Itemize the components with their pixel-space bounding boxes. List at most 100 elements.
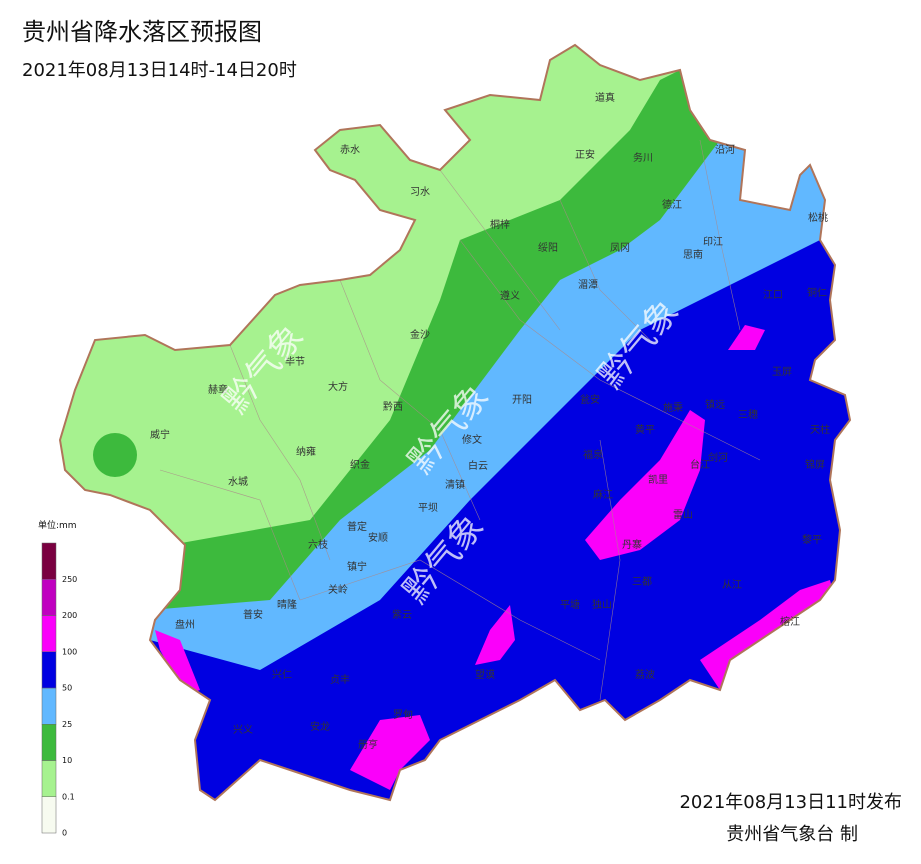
county-label: 江口 bbox=[763, 289, 783, 301]
county-label: 独山 bbox=[592, 598, 612, 611]
legend-level: 200 bbox=[62, 611, 77, 620]
county-label: 榕江 bbox=[780, 615, 800, 628]
county-label: 修文 bbox=[462, 433, 482, 446]
county-label: 沿河 bbox=[715, 144, 735, 156]
zone-heavy-rainstorm bbox=[585, 410, 705, 560]
county-label: 黔西 bbox=[383, 400, 403, 413]
county-label: 从江 bbox=[722, 579, 742, 591]
county-label: 剑河 bbox=[708, 451, 728, 464]
legend-level: 250 bbox=[62, 575, 77, 584]
county-label: 台江 bbox=[690, 458, 710, 471]
legend-level: 100 bbox=[62, 647, 77, 656]
map-title: 贵州省降水落区预报图 bbox=[22, 18, 262, 46]
legend-swatch bbox=[41, 760, 57, 797]
county-label: 紫云 bbox=[392, 609, 412, 621]
county-label: 绥阳 bbox=[538, 242, 558, 254]
county-label: 册亨 bbox=[358, 738, 378, 751]
issue-time: 2021年08月13日11时发布 bbox=[679, 792, 902, 813]
county-label: 普定 bbox=[347, 520, 367, 533]
county-label: 威宁 bbox=[150, 428, 170, 441]
zone-moderate bbox=[93, 433, 137, 477]
county-label: 望谟 bbox=[475, 668, 495, 681]
county-label: 务川 bbox=[633, 151, 653, 164]
county-label: 玉屏 bbox=[772, 366, 792, 378]
county-label: 毕节 bbox=[285, 355, 305, 368]
county-label: 晴隆 bbox=[277, 598, 297, 611]
county-label: 习水 bbox=[410, 186, 430, 198]
county-label: 清镇 bbox=[445, 478, 465, 491]
county-label: 印江 bbox=[703, 236, 723, 248]
legend-unit: 单位:mm bbox=[38, 519, 77, 531]
county-label: 安龙 bbox=[310, 720, 330, 733]
legend-level: 10 bbox=[62, 756, 72, 765]
legend-level: 0.1 bbox=[62, 792, 75, 801]
county-label: 织金 bbox=[350, 458, 370, 471]
county-borders bbox=[159, 139, 761, 701]
legend-swatch bbox=[41, 579, 57, 616]
zone-heavy-rainstorm bbox=[350, 715, 430, 790]
county-label: 铜仁 bbox=[807, 287, 827, 299]
legend-swatch bbox=[41, 724, 57, 761]
county-label: 兴仁 bbox=[272, 669, 292, 681]
county-label: 桐梓 bbox=[490, 218, 510, 231]
legend-level: 50 bbox=[62, 684, 72, 693]
county-label: 天柱 bbox=[810, 423, 830, 436]
county-label: 思南 bbox=[683, 248, 703, 261]
county-label: 麻江 bbox=[593, 488, 613, 501]
county-label: 平坝 bbox=[418, 502, 438, 514]
county-label: 开阳 bbox=[512, 394, 532, 406]
map-subtitle: 2021年08月13日14时-14日20时 bbox=[22, 60, 297, 81]
county-label: 福泉 bbox=[583, 448, 603, 461]
county-label: 白云 bbox=[468, 459, 488, 472]
county-label: 三都 bbox=[632, 576, 652, 588]
legend-swatch bbox=[41, 542, 57, 580]
county-label: 大方 bbox=[328, 380, 348, 393]
legend-swatch bbox=[41, 796, 57, 834]
county-label: 贞丰 bbox=[330, 673, 350, 686]
county-label: 遵义 bbox=[500, 289, 520, 302]
county-label: 镇远 bbox=[705, 398, 725, 411]
county-label: 凤冈 bbox=[610, 242, 630, 254]
county-label: 兴义 bbox=[233, 724, 253, 736]
county-label: 安顺 bbox=[368, 531, 388, 544]
legend: 0 0.1 10 25 50 100 200 250 bbox=[41, 542, 77, 838]
county-label: 湄潭 bbox=[578, 279, 598, 291]
county-label: 关岭 bbox=[328, 583, 348, 596]
county-label: 平塘 bbox=[560, 598, 580, 611]
county-label: 雷山 bbox=[673, 509, 693, 521]
county-label: 普安 bbox=[243, 608, 263, 621]
zone-heavy-rainstorm bbox=[728, 325, 765, 350]
legend-swatch bbox=[41, 651, 57, 689]
county-label: 黎平 bbox=[802, 533, 822, 546]
county-label: 荔波 bbox=[635, 668, 655, 681]
county-label: 锦屏 bbox=[805, 458, 825, 471]
county-label: 盘州 bbox=[175, 618, 195, 631]
legend-level: 25 bbox=[62, 720, 72, 729]
county-label: 德江 bbox=[662, 198, 682, 211]
county-label: 纳雍 bbox=[296, 445, 316, 458]
county-label: 罗甸 bbox=[393, 708, 413, 721]
county-label: 瓮安 bbox=[580, 393, 600, 406]
legend-swatch bbox=[41, 615, 57, 652]
issuer: 贵州省气象台 制 bbox=[726, 824, 858, 845]
county-label: 道真 bbox=[595, 91, 615, 104]
county-label: 施秉 bbox=[663, 401, 683, 414]
county-label: 六枝 bbox=[308, 538, 328, 551]
county-label: 水城 bbox=[228, 476, 248, 488]
zone-heavy-rainstorm bbox=[475, 605, 515, 665]
legend-level: 0 bbox=[62, 829, 67, 838]
county-label: 三穗 bbox=[738, 408, 758, 421]
county-label: 松桃 bbox=[808, 211, 828, 224]
county-label: 金沙 bbox=[410, 328, 430, 341]
county-label: 黄平 bbox=[635, 423, 655, 436]
county-label: 正安 bbox=[575, 148, 595, 161]
county-label: 镇宁 bbox=[347, 560, 367, 573]
zone-heavy-rainstorm bbox=[155, 630, 200, 695]
legend-swatch bbox=[41, 687, 57, 725]
county-label: 赫章 bbox=[208, 383, 228, 396]
county-label: 丹寨 bbox=[622, 538, 642, 551]
county-label: 赤水 bbox=[340, 144, 360, 156]
county-label: 凯里 bbox=[648, 473, 668, 486]
